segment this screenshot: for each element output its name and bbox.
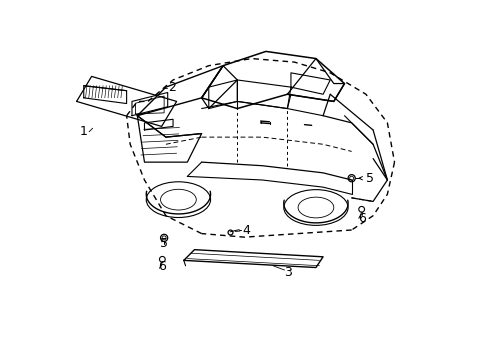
Text: 2: 2 xyxy=(168,81,176,94)
Text: 4: 4 xyxy=(242,224,250,237)
Text: 3: 3 xyxy=(284,266,291,279)
Text: 6: 6 xyxy=(357,212,365,225)
Text: 6: 6 xyxy=(157,260,165,273)
Text: 5: 5 xyxy=(365,172,373,185)
Text: 5: 5 xyxy=(160,237,167,250)
Text: 1: 1 xyxy=(80,125,87,138)
